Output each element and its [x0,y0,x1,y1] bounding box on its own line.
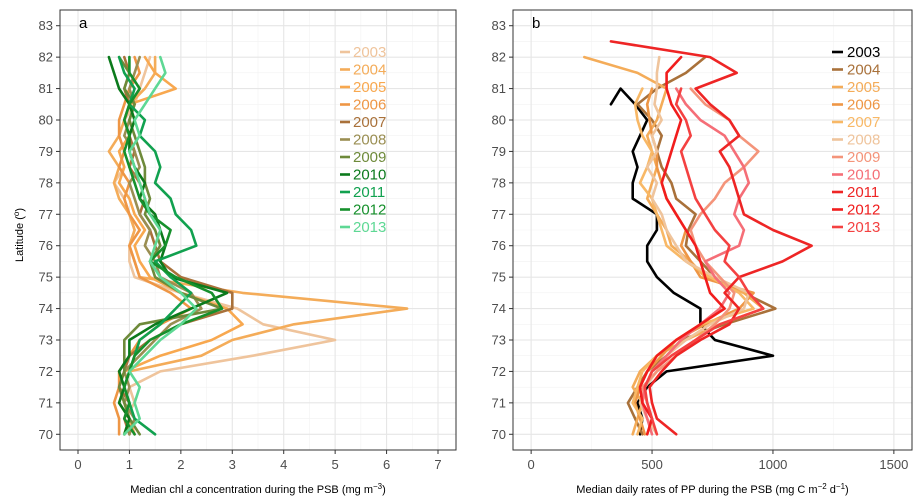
y-tick-label: 73 [39,333,53,348]
y-tick-label: 81 [492,81,506,96]
y-tick-label: 81 [39,81,53,96]
panel-b: 70 71 72 73 74 75 76 77 78 79 80 81 82 83 0 500 1000 1500… [492,9,913,496]
x-tick-label: 7 [434,457,441,472]
series-line-2013 [123,55,198,436]
y-tick-label: 80 [492,113,506,128]
legend-label: 2008 [847,132,880,149]
series-line-2011 [609,40,813,436]
y-tick-label: 79 [492,144,506,159]
legend-label: 2012 [847,202,880,219]
y-tick-label: 71 [39,395,53,410]
legend-label: 2011 [353,184,385,201]
series-line-2009 [117,55,224,436]
y-tick-label: 77 [492,207,506,222]
panel-a: 70 71 72 73 74 75 76 77 78 79 80 81 82 83 0 1 2 3 4 5 6 7 Medi… [39,9,457,496]
legend-label: 2013 [847,219,880,236]
x-tick-label: 1000 [758,457,787,472]
legend-label: 2003 [353,44,386,61]
grid [513,10,912,450]
legend-label: 2006 [353,97,386,114]
y-tick-label: 73 [492,333,506,348]
legend-label: 2010 [847,167,880,184]
y-tick-label: 79 [39,144,53,159]
y-tick-label: 71 [492,395,506,410]
legend-label: 2004 [353,62,386,79]
x-tick-label: 0 [74,457,81,472]
grid [60,10,456,450]
legend-label: 2009 [847,149,880,166]
legend-label: 2012 [353,202,386,219]
x-tick-label: 4 [280,457,287,472]
y-tick-label: 82 [39,50,53,65]
y-tick-label: 83 [492,18,506,33]
y-tick-label: 70 [492,427,506,442]
legend-label: 2013 [353,219,386,236]
y-tick-label: 76 [39,238,53,253]
y-tick-label: 76 [492,238,506,253]
y-tick-label: 72 [492,364,506,379]
y-tick-label: 75 [39,270,53,285]
legend-label: 2008 [353,132,386,149]
y-tick-label: 74 [39,301,53,316]
legend-label: 2006 [847,97,880,114]
legend-label: 2007 [353,114,386,131]
y-tick-label: 75 [492,270,506,285]
legend-label: 2005 [847,79,880,96]
x-tick-label: 5 [332,457,339,472]
y-tick-label: 77 [39,207,53,222]
y-axis-title: Latitude (o) [12,208,26,262]
y-tick-label: 74 [492,301,506,316]
y-tick-label: 80 [39,113,53,128]
panel-border [512,9,913,451]
legend: 2003200420052006200720082009201020112012… [340,44,386,236]
x-axis-title: Median chl a concentration during the PS… [130,482,386,496]
legend: 2003200420052006200720082009201020112012… [832,44,880,236]
panel-label: a [79,15,88,32]
x-tick-label: 1500 [879,457,908,472]
x-axis-title: Median daily rates of PP during the PSB … [576,482,848,496]
panel-border [59,9,457,451]
legend-label: 2005 [353,79,386,96]
legend-label: 2010 [353,167,386,184]
y-tick-label: 72 [39,364,53,379]
y-tick-label: 70 [39,427,53,442]
x-tick-label: 500 [641,457,663,472]
series-line-2005 [583,55,765,436]
y-tick-label: 83 [39,18,53,33]
legend-label: 2009 [353,149,386,166]
y-tick-label: 78 [39,175,53,190]
ticks: 70 71 72 73 74 75 76 77 78 79 80 81 82 83 0 500 1000 1500 [492,18,909,472]
y-tick-label: 82 [492,50,506,65]
x-tick-label: 3 [229,457,236,472]
panel-label: b [532,15,540,32]
x-tick-label: 1 [126,457,133,472]
x-tick-label: 2 [177,457,184,472]
series-line-2013 [643,87,765,436]
ticks: 70 71 72 73 74 75 76 77 78 79 80 81 82 83 0 1 2 3 4 5 6 7 [39,18,442,472]
series-lines [583,40,813,436]
series-line-2012 [638,55,726,436]
legend-label: 2011 [847,184,879,201]
y-tick-label: 78 [492,175,506,190]
legend-label: 2003 [847,44,880,61]
series-lines [107,55,409,436]
legend-label: 2007 [847,114,880,131]
x-tick-label: 0 [528,457,535,472]
x-tick-label: 6 [383,457,390,472]
legend-label: 2004 [847,62,880,79]
